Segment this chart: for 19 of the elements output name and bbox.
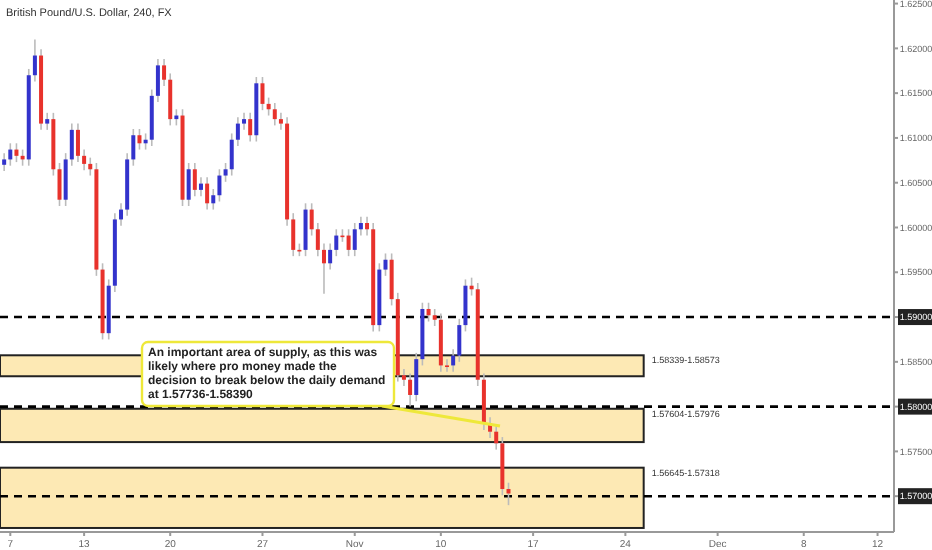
candlestick	[303, 202, 308, 257]
candlestick	[137, 128, 142, 151]
candlestick	[198, 176, 203, 197]
candlestick	[205, 176, 210, 211]
candlestick	[186, 162, 191, 207]
candlestick	[248, 112, 253, 143]
candlestick	[408, 372, 413, 408]
candlestick	[352, 222, 357, 257]
candlestick	[438, 312, 443, 373]
candlestick	[8, 142, 13, 167]
candlestick	[14, 142, 19, 163]
candlestick	[57, 162, 62, 207]
candlestick	[426, 301, 431, 323]
candlestick	[260, 76, 265, 111]
candlestick	[217, 168, 222, 203]
candlestick	[192, 162, 197, 197]
candlestick	[346, 228, 351, 257]
candlestick	[272, 102, 277, 127]
candlestick	[75, 122, 80, 163]
